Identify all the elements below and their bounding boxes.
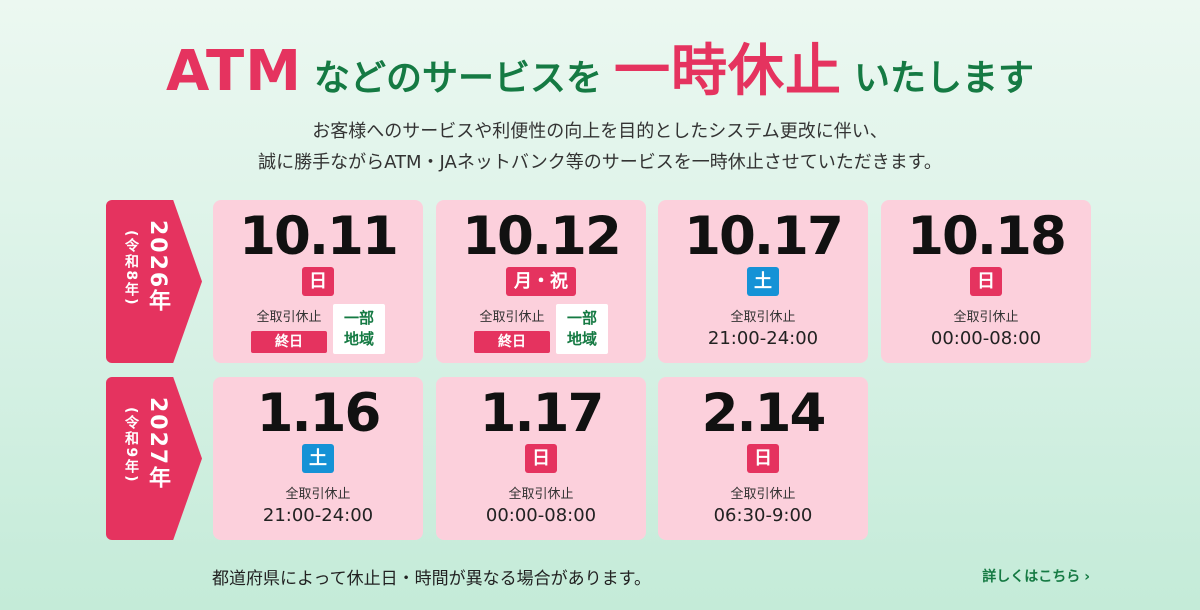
day-badge: 月・祝	[506, 267, 576, 296]
details-link[interactable]: 詳しくはこちら ›	[982, 566, 1090, 586]
suspension-time: 21:00-24:00	[262, 505, 374, 526]
chevron-right-icon: ›	[1084, 569, 1090, 585]
suspension-time: 00:00-08:00	[930, 328, 1042, 349]
day-badge: 日	[970, 267, 1002, 296]
suspension-time: 00:00-08:00	[485, 505, 597, 526]
suspension-time: 21:00-24:00	[707, 328, 819, 349]
headline-tail: いたします	[853, 58, 1034, 99]
day-badge: 土	[302, 444, 334, 473]
headline-suspension: 一時休止	[613, 39, 842, 104]
suspension-label: 全取引休止	[256, 310, 322, 325]
date-card-10-12: 10.12 月・祝 全取引休止 終日 一部 地域	[436, 200, 646, 363]
day-badge: 日	[747, 444, 779, 473]
all-day-badge: 終日	[251, 331, 327, 353]
era-label: (令和9年)	[123, 407, 139, 484]
year-tab-2026: 2026年 (令和8年)	[106, 200, 202, 363]
card-date: 1.16	[256, 383, 382, 444]
card-date: 10.18	[907, 206, 1067, 267]
partial-region-badge: 一部 地域	[556, 304, 608, 354]
headline: ATM などのサービスを 一時休止 いたします	[0, 26, 1200, 107]
subtitle: お客様へのサービスや利便性の向上を目的としたシステム更改に伴い、 誠に勝手ながら…	[0, 116, 1200, 178]
suspension-label: 全取引休止	[953, 310, 1019, 325]
headline-services: などのサービスを	[313, 58, 602, 99]
partial-region-badge: 一部 地域	[333, 304, 385, 354]
subtitle-line-1: お客様へのサービスや利便性の向上を目的としたシステム更改に伴い、	[312, 121, 888, 142]
year-tab-2027: 2027年 (令和9年)	[106, 377, 202, 540]
era-label: (令和8年)	[123, 230, 139, 307]
day-badge: 日	[525, 444, 557, 473]
date-card-10-18: 10.18 日 全取引休止 00:00-08:00	[881, 200, 1091, 363]
suspension-label: 全取引休止	[285, 487, 351, 502]
date-card-2-14: 2.14 日 全取引休止 06:30-9:00	[658, 377, 868, 540]
suspension-label: 全取引休止	[508, 487, 574, 502]
all-day-badge: 終日	[474, 331, 550, 353]
suspension-label: 全取引休止	[479, 310, 545, 325]
card-date: 10.12	[462, 206, 622, 267]
date-card-10-17: 10.17 土 全取引休止 21:00-24:00	[658, 200, 868, 363]
day-badge: 日	[302, 267, 334, 296]
year-label: 2027年	[145, 397, 170, 491]
date-card-1-17: 1.17 日 全取引休止 00:00-08:00	[436, 377, 646, 540]
card-date: 1.17	[479, 383, 605, 444]
regional-note: 都道府県によって休止日・時間が異なる場合があります。	[212, 569, 651, 589]
headline-atm: ATM	[166, 39, 302, 104]
subtitle-line-2: 誠に勝手ながらATM・JAネットバンク等のサービスを一時休止させていただきます。	[258, 152, 942, 173]
suspension-label: 全取引休止	[730, 310, 796, 325]
suspension-label: 全取引休止	[730, 487, 796, 502]
year-label: 2026年	[145, 220, 170, 314]
card-date: 2.14	[701, 383, 827, 444]
day-badge: 土	[747, 267, 779, 296]
card-date: 10.11	[239, 206, 399, 267]
details-link-label: 詳しくはこちら	[982, 569, 1081, 585]
date-card-10-11: 10.11 日 全取引休止 終日 一部 地域	[213, 200, 423, 363]
date-card-1-16: 1.16 土 全取引休止 21:00-24:00	[213, 377, 423, 540]
suspension-time: 06:30-9:00	[713, 505, 813, 526]
card-date: 10.17	[684, 206, 844, 267]
